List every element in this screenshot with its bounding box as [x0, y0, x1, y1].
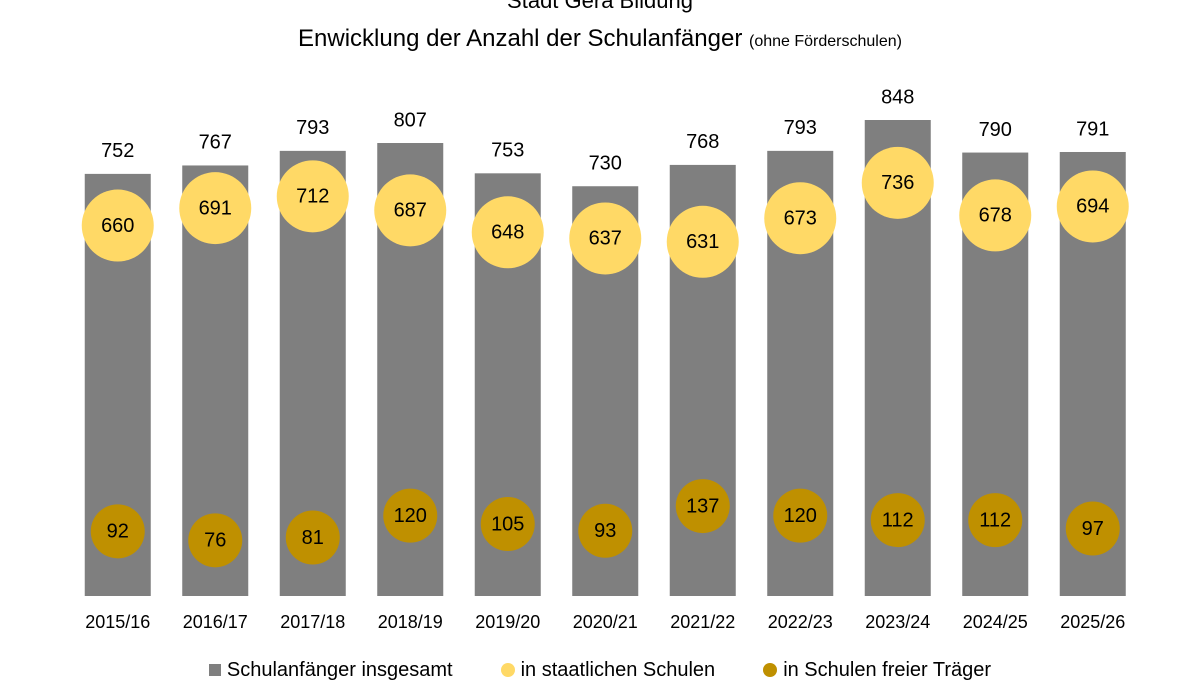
- bar-data-label: 807: [394, 109, 427, 131]
- marker-state-label: 678: [979, 205, 1012, 227]
- x-tick-label: 2021/22: [670, 612, 735, 632]
- legend-item-total: Schulanfänger insgesamt: [208, 658, 453, 682]
- x-tick-label: 2025/26: [1060, 612, 1125, 632]
- marker-state-label: 660: [101, 215, 134, 237]
- bar-data-label: 791: [1076, 118, 1109, 140]
- x-tick-label: 2019/20: [475, 612, 540, 632]
- marker-state: [1056, 170, 1129, 243]
- marker-private-label: 76: [204, 530, 226, 552]
- chart-title: Stadt Gera Bildung: [507, 0, 693, 13]
- marker-state-label: 631: [686, 231, 719, 253]
- legend-swatch-private: [763, 663, 778, 677]
- x-tick-label: 2023/24: [865, 612, 930, 632]
- marker-state: [179, 172, 252, 245]
- x-tick-label: 2017/18: [280, 612, 345, 632]
- x-tick-label: 2024/25: [963, 612, 1028, 632]
- legend-label-state: in staatlichen Schulen: [520, 659, 716, 681]
- marker-private: [675, 479, 730, 534]
- bar-data-label: 793: [296, 117, 329, 139]
- bar-data-label: 730: [589, 153, 622, 175]
- marker-state: [764, 182, 837, 255]
- marker-state-label: 673: [784, 208, 817, 230]
- marker-state: [861, 146, 934, 219]
- bar-data-label: 848: [881, 86, 914, 108]
- subtitle-main: Enwicklung der Anzahl der Schulanfänger: [298, 25, 743, 52]
- marker-private: [90, 504, 145, 559]
- marker-state-label: 694: [1076, 196, 1109, 218]
- marker-private-label: 112: [979, 509, 1011, 531]
- marker-state-label: 687: [394, 200, 427, 222]
- marker-private: [1065, 501, 1120, 556]
- marker-state-label: 648: [491, 222, 524, 244]
- marker-private-label: 120: [784, 505, 817, 527]
- marker-private-label: 105: [491, 513, 524, 535]
- legend-item-private: in Schulen freier Träger: [763, 658, 991, 682]
- legend-swatch-state: [500, 663, 515, 677]
- bar-data-label: 793: [784, 117, 817, 139]
- marker-private: [480, 497, 535, 552]
- bar-data-label: 752: [101, 140, 134, 162]
- marker-private: [188, 513, 243, 568]
- legend-label-private: in Schulen freier Träger: [783, 659, 992, 681]
- marker-private-label: 92: [107, 521, 129, 543]
- bar-data-label: 768: [686, 131, 719, 153]
- marker-state: [666, 205, 739, 278]
- marker-state: [959, 179, 1032, 252]
- x-tick-label: 2016/17: [183, 612, 248, 632]
- marker-private-label: 137: [686, 495, 719, 517]
- marker-state-label: 691: [199, 197, 232, 219]
- marker-private: [870, 493, 925, 548]
- marker-private-label: 112: [882, 509, 914, 531]
- x-tick-label: 2018/19: [378, 612, 443, 632]
- marker-private: [578, 503, 633, 558]
- chart-subtitle: Enwicklung der Anzahl der Schulanfänger …: [0, 24, 1200, 57]
- marker-state-label: 712: [296, 186, 329, 208]
- marker-private: [773, 488, 828, 543]
- marker-state-label: 637: [589, 228, 622, 250]
- bar-data-label: 767: [199, 132, 232, 154]
- marker-private: [968, 493, 1023, 548]
- x-tick-label: 2015/16: [85, 612, 150, 632]
- marker-private-label: 81: [302, 527, 324, 549]
- marker-state: [276, 160, 349, 233]
- chart-legend: Schulanfänger insgesamt in staatlichen S…: [0, 658, 1200, 682]
- marker-private-label: 120: [394, 505, 427, 527]
- marker-state: [471, 196, 544, 269]
- marker-private-label: 97: [1082, 518, 1104, 540]
- bar-data-label: 790: [979, 119, 1012, 141]
- marker-state: [81, 189, 154, 262]
- x-tick-label: 2020/21: [573, 612, 638, 632]
- legend-label-total: Schulanfänger insgesamt: [226, 659, 453, 681]
- marker-state: [374, 174, 447, 247]
- bar-data-label: 753: [491, 140, 524, 162]
- x-tick-label: 2022/23: [768, 612, 833, 632]
- marker-private-label: 93: [594, 520, 616, 542]
- legend-swatch-total: [208, 664, 221, 676]
- marker-private: [383, 488, 438, 543]
- subtitle-note: (ohne Förderschulen): [748, 33, 902, 50]
- marker-state-label: 736: [881, 172, 914, 194]
- marker-private: [285, 510, 340, 565]
- legend-item-state: in staatlichen Schulen: [500, 658, 716, 682]
- marker-state: [569, 202, 642, 275]
